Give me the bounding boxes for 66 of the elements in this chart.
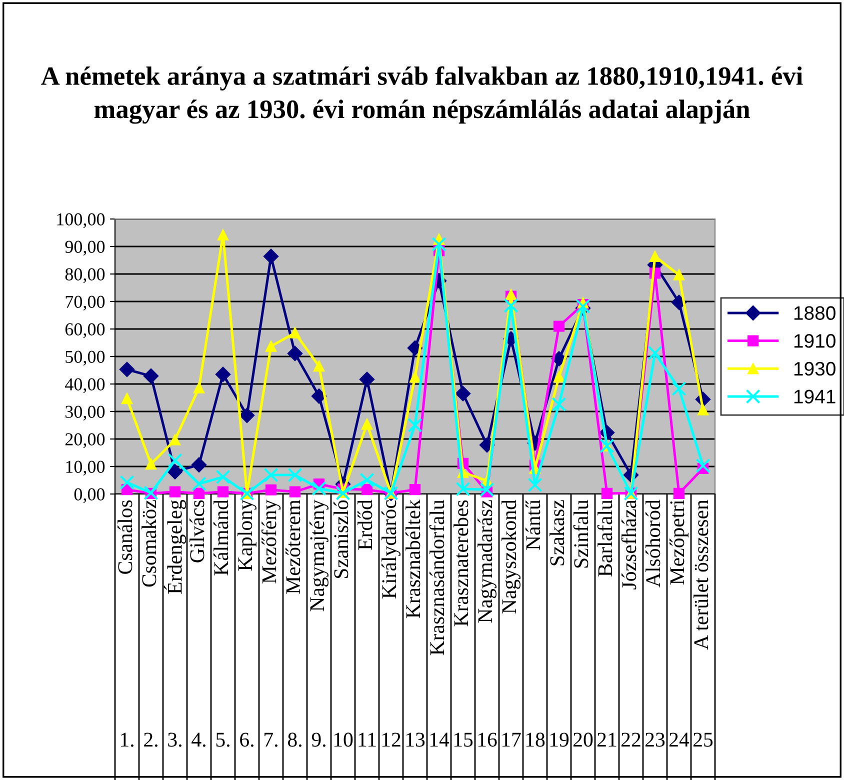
- text: 6.: [240, 732, 254, 747]
- x-tick-label: Krasznasándorfalu: [429, 500, 444, 656]
- x-tick-label: Józsefháza: [621, 500, 636, 590]
- y-tick-label: 30,00: [66, 406, 105, 421]
- x-tick-label: Alsóhoród: [646, 500, 660, 588]
- text: 8.: [288, 732, 302, 747]
- legend-label: 1930: [794, 362, 836, 376]
- chart-title: A németek aránya a szatmári sváb falvakban az 1880,1910,1941. évi magyar és az 1930. évi román népszámlálás adatai alapján: [41, 66, 803, 124]
- x-tick-label: Kaplony: [238, 500, 256, 571]
- y-tick-label: 20,00: [65, 433, 105, 448]
- y-tick-label: 90,00: [65, 240, 105, 256]
- y-tick-label: 0,00: [74, 488, 105, 504]
- text: 5.: [216, 732, 230, 747]
- x-tick-label: Nántű: [526, 500, 540, 550]
- legend-label: 1910: [794, 334, 836, 348]
- y-tick-label: 70,00: [66, 296, 105, 311]
- legend-label: 1880: [794, 306, 836, 320]
- text: 15: [454, 732, 473, 747]
- text: 23: [646, 732, 665, 747]
- text: 12: [382, 732, 400, 747]
- x-tick-label: Mezőfény: [261, 500, 281, 584]
- x-tick-label: Csomaköz: [142, 500, 156, 587]
- text: 9.: [312, 732, 326, 747]
- x-tick-label: Barlafalu: [597, 500, 612, 576]
- text: 24: [670, 732, 690, 747]
- x-tick-label: Gilvács: [190, 500, 204, 562]
- text: 11: [358, 732, 376, 747]
- text: 7.: [264, 732, 278, 747]
- x-tick-label: Szakasz: [550, 500, 564, 566]
- text: 18: [526, 732, 545, 747]
- x-tick-label: Mezőterem: [286, 500, 300, 594]
- text: 1.: [121, 732, 134, 747]
- y-tick-label: 10,00: [66, 460, 105, 476]
- text: 19: [550, 732, 569, 747]
- y-tick-label: 80,00: [65, 268, 105, 284]
- x-tick-label: Szinfalu: [573, 500, 588, 568]
- text: 13: [406, 732, 425, 747]
- y-tick-label: 100,00: [57, 213, 105, 228]
- x-tick-label: Nagymadarász: [478, 500, 496, 623]
- text: 4.: [192, 732, 206, 747]
- x-tick-label: Krasznaterebes: [454, 500, 468, 626]
- text: 25: [694, 732, 713, 747]
- y-tick-label: 60,00: [65, 323, 105, 338]
- text: 14: [430, 732, 450, 747]
- text: 17: [502, 732, 521, 747]
- x-tick-label: Csanálos: [118, 500, 132, 574]
- text: 16: [478, 732, 497, 747]
- x-tick-label: Nagyszokond: [502, 500, 520, 614]
- text: 22: [622, 732, 640, 747]
- text: 10: [334, 732, 353, 747]
- x-tick-label: Szaniszló: [334, 500, 348, 578]
- x-tick-label: Kálmánd: [214, 500, 228, 576]
- x-tick-label: Érdengeleg: [164, 500, 186, 594]
- x-tick-label: Erdőd: [358, 500, 372, 550]
- x-tick-label: Mezőpetri: [670, 500, 688, 585]
- text: 21: [598, 732, 616, 747]
- x-tick-label: Krasznabéltek: [406, 500, 420, 618]
- y-tick-label: 50,00: [66, 350, 105, 366]
- y-tick-label: 40,00: [65, 378, 105, 394]
- text: 3.: [168, 732, 182, 747]
- x-tick-label: Királydaróc: [382, 500, 400, 598]
- x-tick-label: A terület összesen: [694, 500, 708, 650]
- x-tick-label: Nagymajtény: [310, 500, 328, 612]
- text: 2.: [144, 732, 158, 747]
- text: 20: [574, 732, 593, 747]
- legend-label: 1941: [794, 390, 836, 404]
